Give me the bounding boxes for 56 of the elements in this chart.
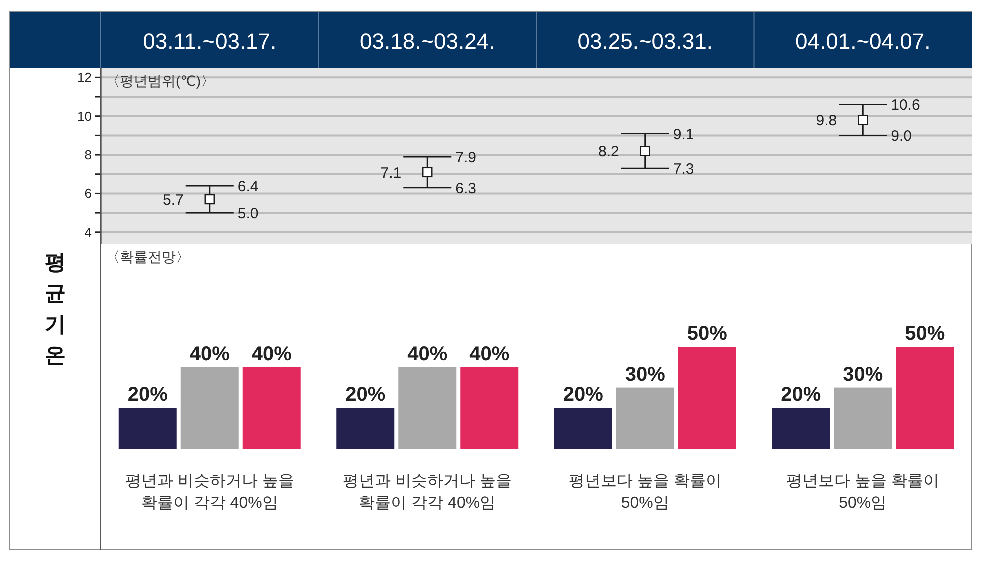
y-axis-title: 평균기온 bbox=[45, 252, 66, 368]
x-tick-label: 03.18.~03.24. bbox=[360, 29, 496, 54]
bar bbox=[242, 367, 301, 449]
text: 〈확률전망〉 bbox=[106, 249, 190, 265]
x-tick-label: 평년보다 높을 확률이 50%임 bbox=[786, 473, 940, 512]
x-tick-label: 04.01.~04.07. bbox=[796, 29, 931, 54]
annotation: 6.4 bbox=[238, 178, 259, 196]
data-label: 30% bbox=[625, 364, 666, 386]
bar bbox=[772, 408, 830, 449]
y-tick-label: 6 bbox=[84, 186, 92, 202]
annotation: 〈평년범위(℃)〉 bbox=[106, 73, 216, 89]
y-tick-label: 10 bbox=[78, 108, 92, 124]
annotation: 9.0 bbox=[891, 128, 912, 146]
bar bbox=[834, 388, 892, 449]
data-label: 40% bbox=[252, 343, 292, 366]
x-tick-label: 03.11.~03.17. bbox=[143, 29, 277, 54]
bar bbox=[336, 408, 395, 449]
point bbox=[204, 194, 215, 205]
data-label: 20% bbox=[781, 384, 822, 406]
data-label: 9.8 bbox=[816, 112, 838, 130]
point bbox=[422, 167, 433, 178]
bar bbox=[554, 408, 612, 449]
data-label: 40% bbox=[408, 343, 448, 366]
data-label: 8.2 bbox=[598, 144, 620, 161]
annotation: 5.0 bbox=[238, 206, 259, 223]
data-label: 7.1 bbox=[380, 164, 402, 182]
bar bbox=[398, 367, 457, 449]
data-label: 40% bbox=[190, 343, 230, 366]
bar bbox=[180, 367, 239, 449]
x-tick-label: 평년보다 높을 확률이 50%임 bbox=[568, 473, 722, 512]
bar bbox=[896, 347, 954, 449]
data-label: 5.7 bbox=[163, 192, 184, 210]
bar bbox=[678, 347, 736, 449]
x-tick-label: 평년과 비슷하거나 높을 확률이 각각 40%임 bbox=[343, 473, 512, 512]
y-tick-label: 4 bbox=[84, 224, 92, 240]
x-tick-label: 03.25.~03.31. bbox=[578, 29, 713, 54]
annotation: 6.3 bbox=[456, 180, 476, 198]
point bbox=[858, 115, 868, 126]
data-label: 50% bbox=[687, 323, 728, 345]
annotation: 7.9 bbox=[456, 149, 476, 166]
y-tick-label: 12 bbox=[78, 70, 92, 86]
data-label: 40% bbox=[470, 343, 510, 366]
annotation: 9.1 bbox=[673, 126, 694, 144]
y-tick-label: 8 bbox=[84, 148, 92, 163]
x-tick-label: 평년과 비슷하거나 높을 확률이 각각 40%임 bbox=[125, 473, 294, 512]
data-label: 20% bbox=[346, 384, 386, 406]
annotation: 10.6 bbox=[891, 97, 920, 114]
data-label: 50% bbox=[905, 323, 946, 345]
data-label: 30% bbox=[843, 364, 884, 386]
bar bbox=[460, 367, 519, 449]
point bbox=[640, 146, 650, 156]
data-label: 20% bbox=[128, 384, 168, 406]
data-label: 20% bbox=[563, 384, 604, 406]
bar bbox=[616, 388, 674, 449]
annotation: 7.3 bbox=[673, 161, 694, 178]
bar bbox=[118, 408, 177, 449]
